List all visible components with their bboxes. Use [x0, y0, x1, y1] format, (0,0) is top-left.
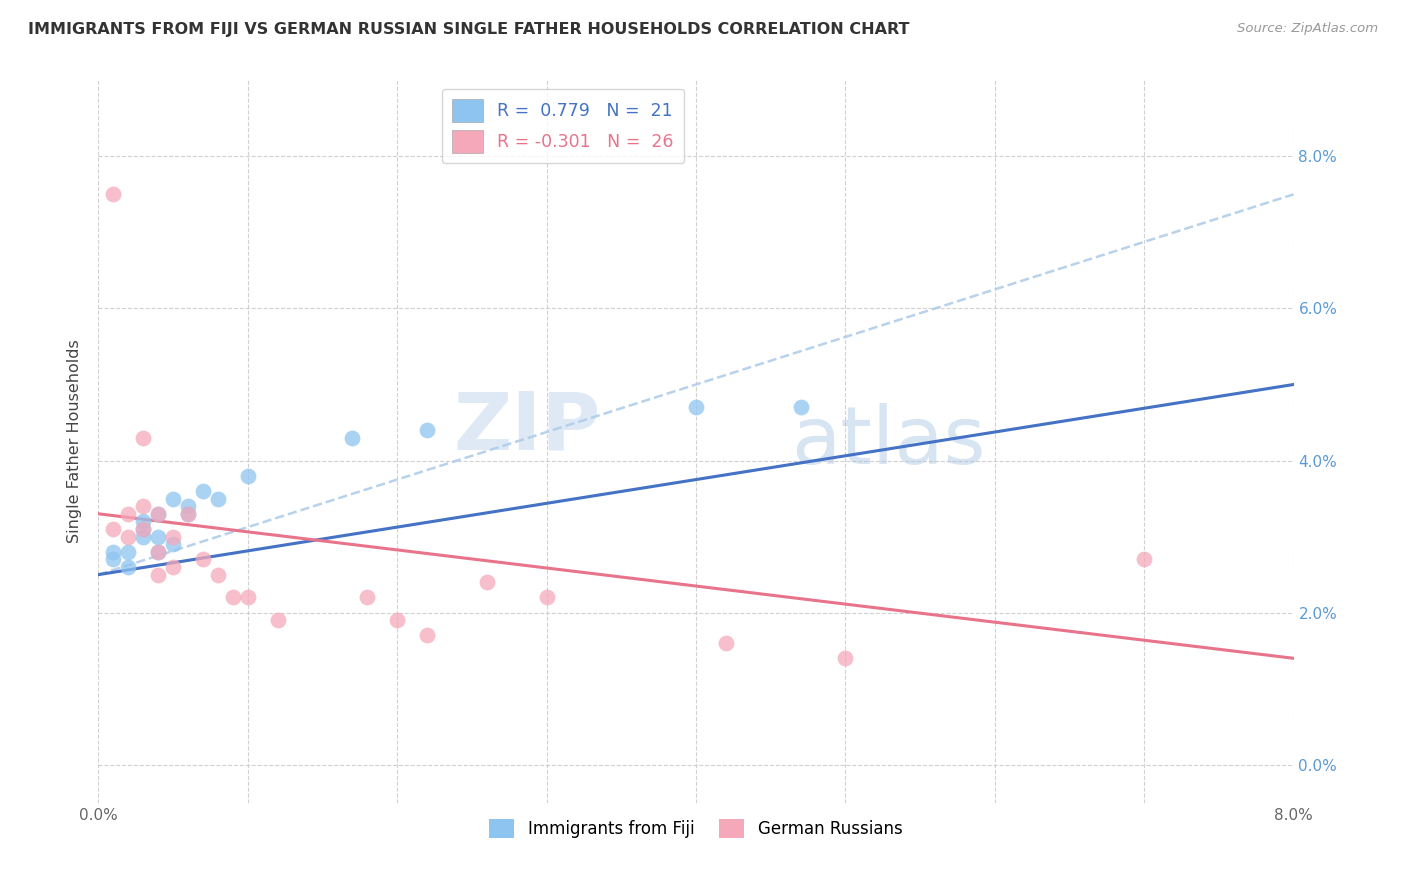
Point [132, 431, 155, 445]
Point [132, 522, 155, 536]
Point [148, 507, 170, 521]
Point [103, 552, 125, 566]
Point [117, 560, 139, 574]
Point [356, 591, 378, 605]
Point [103, 187, 125, 202]
Point [789, 401, 811, 415]
Point [117, 507, 139, 521]
Point [177, 507, 200, 521]
Point [191, 483, 214, 498]
Point [162, 530, 184, 544]
Point [236, 468, 259, 483]
Point [207, 491, 229, 506]
Point [685, 401, 707, 415]
Text: atlas: atlas [792, 402, 986, 481]
Point [834, 651, 856, 665]
Point [148, 507, 170, 521]
Point [177, 507, 200, 521]
Point [342, 431, 364, 445]
Point [177, 499, 200, 513]
Point [267, 613, 290, 627]
Text: IMMIGRANTS FROM FIJI VS GERMAN RUSSIAN SINGLE FATHER HOUSEHOLDS CORRELATION CHAR: IMMIGRANTS FROM FIJI VS GERMAN RUSSIAN S… [28, 22, 910, 37]
Legend: Immigrants from Fiji, German Russians: Immigrants from Fiji, German Russians [482, 813, 910, 845]
Point [148, 545, 170, 559]
Point [132, 530, 155, 544]
Point [132, 515, 155, 529]
Point [103, 522, 125, 536]
Point [132, 522, 155, 536]
Y-axis label: Single Father Households: Single Father Households [67, 340, 83, 543]
Text: Source: ZipAtlas.com: Source: ZipAtlas.com [1237, 22, 1378, 36]
Point [416, 423, 439, 437]
Point [1133, 552, 1156, 566]
Point [536, 591, 558, 605]
Point [132, 499, 155, 513]
Point [162, 537, 184, 551]
Point [148, 567, 170, 582]
Text: ZIP: ZIP [453, 388, 600, 467]
Point [475, 575, 498, 590]
Point [162, 560, 184, 574]
Point [714, 636, 737, 650]
Point [117, 545, 139, 559]
Point [148, 530, 170, 544]
Point [222, 591, 245, 605]
Point [162, 491, 184, 506]
Point [207, 567, 229, 582]
Point [148, 545, 170, 559]
Point [117, 530, 139, 544]
Point [103, 545, 125, 559]
Point [416, 628, 439, 642]
Point [191, 552, 214, 566]
Point [236, 591, 259, 605]
Point [385, 613, 409, 627]
